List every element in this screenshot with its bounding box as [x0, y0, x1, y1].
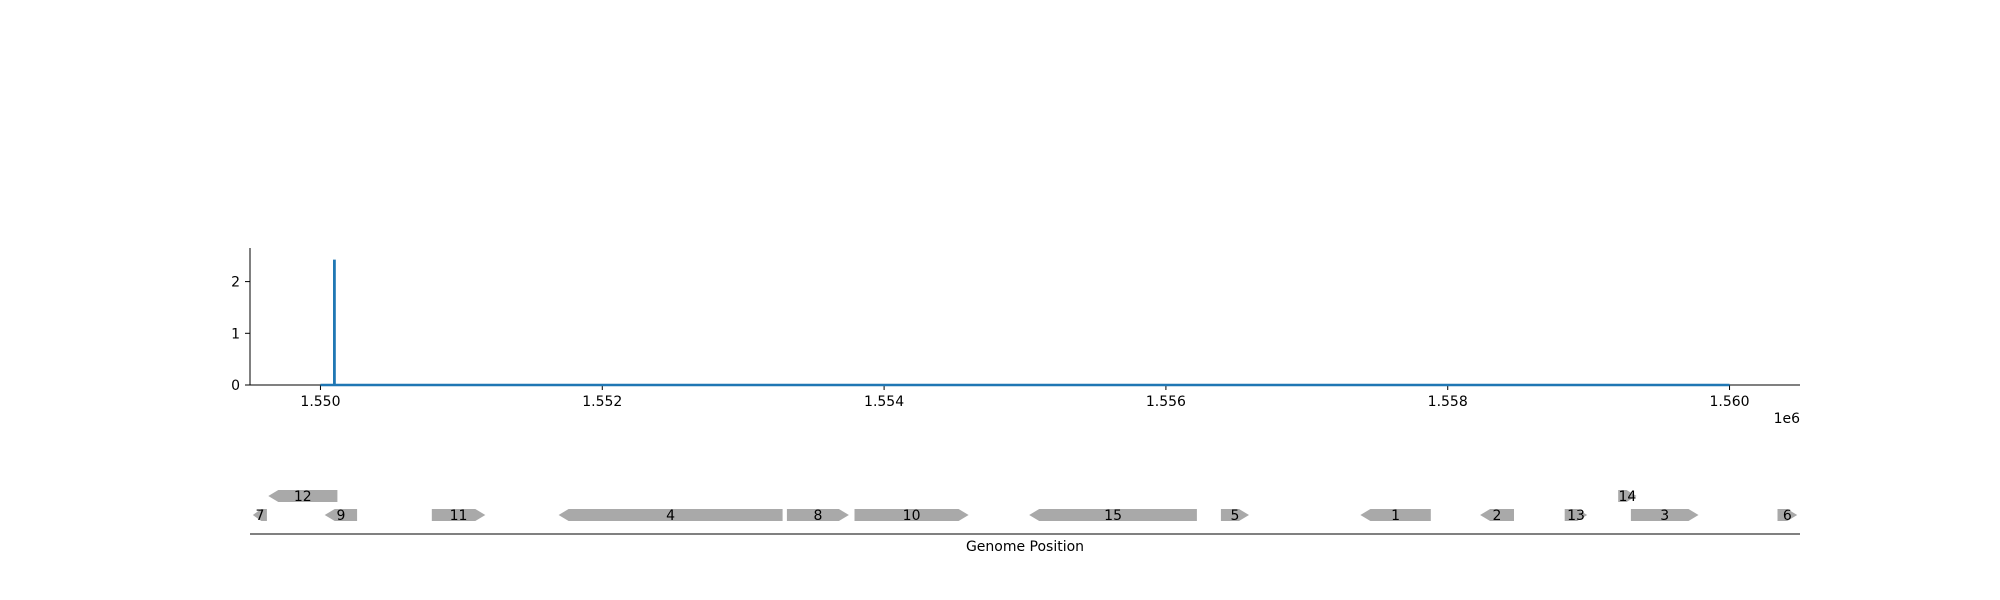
x-tick-label: 1.556 [1146, 394, 1186, 410]
signal-plot: 0 1 2 1.550 1.552 1.554 1.556 1.558 1.560 1e6 [231, 248, 1800, 427]
gene-feature-label: 7 [255, 508, 264, 524]
gene-feature-arrow [268, 490, 338, 502]
x-tick-label: 1.560 [1709, 394, 1749, 410]
gene-feature-label: 11 [450, 508, 468, 524]
gene-feature-arrow [786, 509, 849, 521]
y-tick-label: 2 [231, 275, 240, 291]
gene-feature-label: 6 [1783, 508, 1792, 524]
gene-feature-arrow [1480, 509, 1514, 521]
gene-feature-label: 3 [1660, 508, 1669, 524]
gene-feature-label: 8 [813, 508, 822, 524]
gene-feature-arrow [252, 509, 267, 521]
x-tick-label: 1.554 [864, 394, 904, 410]
gene-feature-arrow [1618, 490, 1637, 502]
gene-feature-arrow [324, 509, 358, 521]
gene-feature-arrow [558, 509, 783, 521]
gene-feature-label: 5 [1231, 508, 1240, 524]
gene-feature-label: 1 [1391, 508, 1400, 524]
gene-feature-label: 15 [1104, 508, 1122, 524]
x-axis-offset-label: 1e6 [1774, 411, 1801, 427]
gene-feature-arrow [1630, 509, 1699, 521]
data-series-line [320, 259, 1730, 387]
x-tick-label: 1.558 [1428, 394, 1468, 410]
gene-feature-arrow [854, 509, 969, 521]
gene-feature-label: 4 [666, 508, 675, 524]
gene-feature-label: 9 [336, 508, 345, 524]
gene-feature-arrow [1564, 509, 1588, 521]
x-tick-label: 1.550 [300, 394, 340, 410]
y-tick-label: 1 [231, 326, 240, 342]
x-tick-label: 1.552 [582, 394, 622, 410]
x-axis-ticks: 1.550 1.552 1.554 1.556 1.558 1.560 [300, 385, 1750, 410]
x-axis-label: Genome Position [966, 539, 1084, 555]
series-layer [320, 259, 1730, 387]
gene-feature-label: 12 [294, 489, 312, 505]
gene-feature-arrow [1029, 509, 1197, 521]
gene-feature-arrow [431, 509, 486, 521]
gene-feature-arrow [1220, 509, 1249, 521]
gene-feature-label: 2 [1493, 508, 1502, 524]
gene-feature-arrow [1360, 509, 1431, 521]
y-tick-label: 0 [231, 378, 240, 394]
y-axis-ticks: 0 1 2 [231, 275, 250, 394]
gene-feature-label: 14 [1618, 489, 1636, 505]
gene-feature-label: 10 [903, 508, 921, 524]
gene-feature-arrow [1777, 509, 1798, 521]
gene-feature-label: 13 [1567, 508, 1585, 524]
